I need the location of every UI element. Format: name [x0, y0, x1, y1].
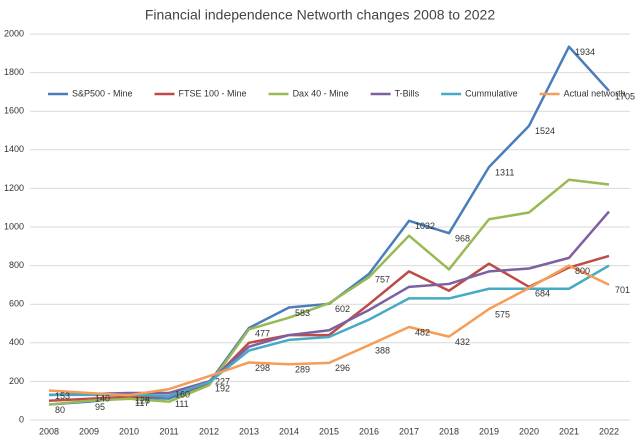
legend-label: Actual networth	[564, 88, 626, 98]
data-label: 296	[335, 363, 350, 373]
series-line	[49, 264, 610, 398]
data-label: 968	[455, 234, 470, 244]
x-tick-label: 2020	[519, 426, 539, 436]
data-label: 482	[415, 327, 430, 337]
data-label: 227	[215, 377, 230, 387]
data-label: 80	[55, 405, 65, 415]
x-tick-label: 2012	[199, 426, 219, 436]
data-label: 477	[255, 328, 270, 338]
y-tick-label: 2000	[4, 28, 24, 38]
data-label: 140	[95, 393, 110, 403]
data-label: 117	[135, 398, 149, 408]
y-tick-label: 0	[19, 414, 24, 424]
x-tick-label: 2011	[159, 426, 178, 436]
series-line	[48, 254, 610, 402]
legend-label: FTSE 100 - Mine	[179, 88, 247, 98]
y-tick-label: 400	[9, 337, 24, 347]
data-label: 160	[175, 389, 190, 399]
x-tick-label: 2013	[239, 426, 259, 436]
data-label: 575	[495, 309, 510, 319]
x-tick-label: 2017	[399, 426, 419, 436]
data-label: 602	[335, 304, 350, 314]
y-tick-label: 1800	[4, 67, 24, 77]
chart-title: Financial independence Networth changes …	[145, 7, 495, 23]
x-tick-label: 2008	[39, 426, 59, 436]
data-label: 432	[455, 337, 470, 347]
data-label: 1934	[575, 47, 595, 57]
data-label: 289	[295, 365, 310, 375]
data-label: 1705	[615, 91, 635, 101]
data-label: 153	[55, 391, 70, 401]
x-tick-label: 2015	[319, 426, 339, 436]
data-label: 1032	[415, 221, 435, 231]
data-label: 192	[215, 383, 230, 393]
x-tick-label: 2021	[559, 426, 579, 436]
series-line	[48, 264, 610, 397]
x-tick-label: 2014	[279, 426, 299, 436]
y-tick-label: 1400	[4, 144, 24, 154]
data-label: 111	[175, 399, 189, 409]
data-label: 95	[95, 402, 105, 412]
x-tick-label: 2018	[439, 426, 459, 436]
data-label: 684	[535, 288, 550, 298]
y-tick-label: 600	[9, 299, 24, 309]
data-label: 701	[615, 285, 630, 295]
y-tick-label: 800	[9, 260, 24, 270]
data-label: 1524	[535, 126, 555, 136]
legend-label: S&P500 - Mine	[72, 88, 133, 98]
data-label: 757	[375, 274, 390, 284]
y-tick-label: 1600	[4, 106, 24, 116]
x-tick-label: 2022	[599, 426, 619, 436]
data-label: 388	[375, 345, 390, 355]
legend-label: Dax 40 - Mine	[293, 88, 349, 98]
series-line	[48, 178, 610, 406]
data-label: 800	[575, 266, 590, 276]
data-label: 128	[135, 396, 150, 406]
x-tick-label: 2010	[119, 426, 139, 436]
x-tick-label: 2009	[79, 426, 99, 436]
y-tick-label: 1200	[4, 183, 24, 193]
x-tick-label: 2016	[359, 426, 379, 436]
data-label: 298	[255, 363, 270, 373]
legend-label: T-Bills	[395, 88, 420, 98]
legend-label: Cummulative	[465, 88, 518, 98]
y-tick-label: 1000	[4, 221, 24, 231]
data-label: 583	[295, 308, 310, 318]
x-tick-label: 2019	[479, 426, 499, 436]
y-tick-label: 200	[9, 376, 24, 386]
data-label: 1311	[495, 167, 514, 177]
